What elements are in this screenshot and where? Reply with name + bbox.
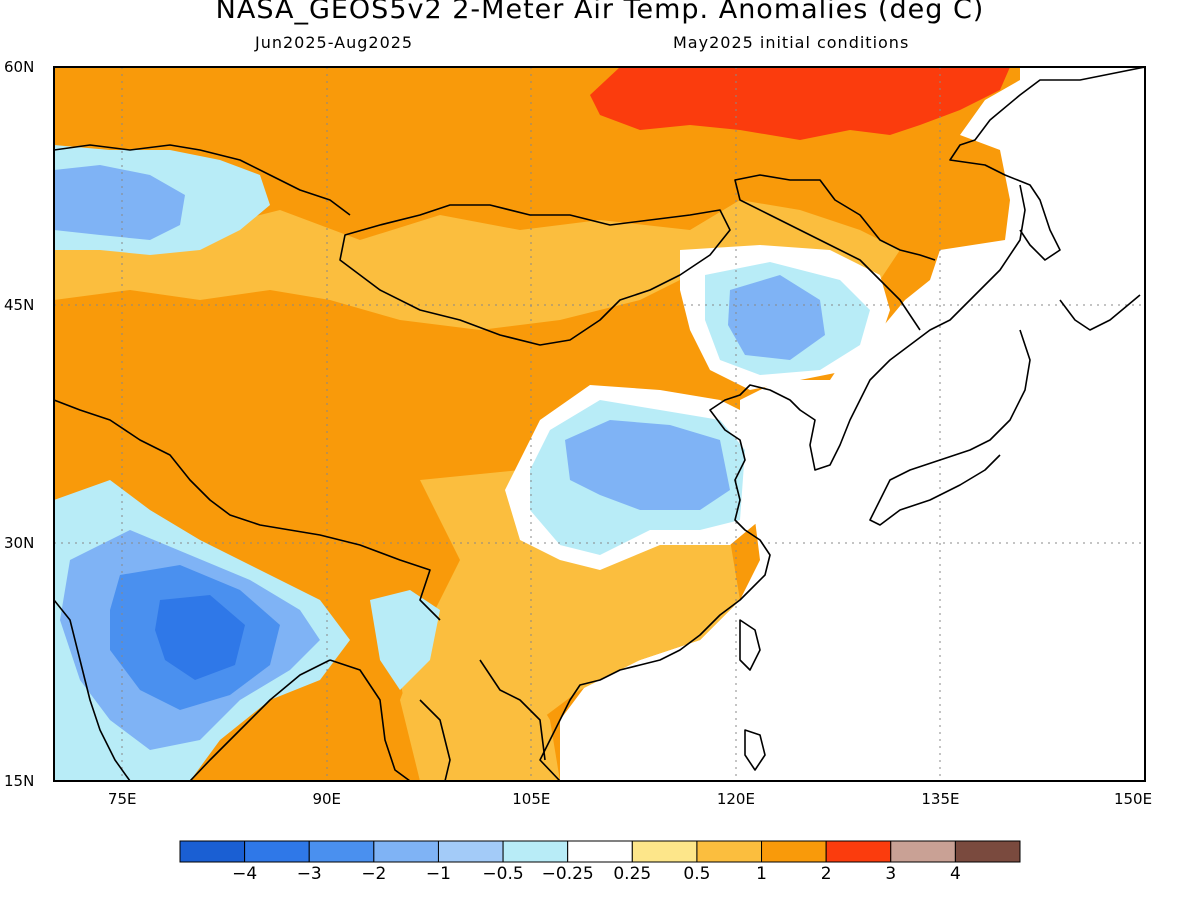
lon-label: 105E xyxy=(512,790,551,808)
colorbar-tick-label: −1 xyxy=(425,864,451,884)
map-title: NASA_GEOS5v2 2-Meter Air Temp. Anomalies… xyxy=(215,0,985,25)
colorbar-tick-label: −3 xyxy=(296,864,322,884)
colorbar-tick-label: −0.25 xyxy=(541,864,594,884)
lat-label: 45N xyxy=(4,296,35,314)
ocean-region xyxy=(560,67,1145,781)
cool-core-central-asia xyxy=(54,165,185,240)
colorbar-swatch xyxy=(567,840,633,863)
colorbar xyxy=(179,840,1021,863)
colorbar-tick-label: 0.25 xyxy=(613,864,652,884)
colorbar-tick-label: −4 xyxy=(232,864,258,884)
colorbar-swatch xyxy=(502,840,569,863)
colorbar-tick-label: 0.5 xyxy=(683,864,711,884)
lon-label: 135E xyxy=(921,790,960,808)
colorbar-tick-label: 3 xyxy=(885,864,897,884)
lat-label: 15N xyxy=(4,772,35,790)
colorbar-swatch xyxy=(696,840,763,863)
warm-light-band-north xyxy=(54,200,900,330)
graticule xyxy=(54,67,1145,781)
cool-center-northeast-china xyxy=(728,275,825,360)
colorbar-tick-label: −0.5 xyxy=(482,864,524,884)
colorbar-swatch xyxy=(825,840,892,863)
warm-region-southeast-asia xyxy=(400,660,560,781)
forecast-period: Jun2025-Aug2025 xyxy=(255,33,414,52)
initial-conditions: May2025 initial conditions xyxy=(673,33,910,52)
cool-center-india xyxy=(155,595,245,680)
colorbar-tick-label: 1 xyxy=(756,864,767,884)
map-frame xyxy=(53,66,1146,782)
colorbar-swatch xyxy=(244,840,310,863)
lon-label: 120E xyxy=(716,790,755,808)
hotspot-siberia xyxy=(590,67,1010,140)
colorbar-swatch xyxy=(308,840,375,863)
lat-label: 60N xyxy=(4,58,35,76)
colorbar-swatch xyxy=(890,840,956,863)
colorbar-tick-label: 2 xyxy=(820,864,832,884)
colorbar-swatch xyxy=(179,840,246,863)
lon-label: 90E xyxy=(312,790,342,808)
colorbar-swatch xyxy=(631,840,698,863)
lon-label: 150E xyxy=(1113,790,1153,808)
cool-region-myanmar xyxy=(370,590,440,690)
colorbar-swatch xyxy=(761,840,827,863)
colorbar-swatch xyxy=(437,840,504,863)
cool-core-east-china xyxy=(565,420,730,510)
colorbar-swatch xyxy=(373,840,439,863)
coastlines-borders xyxy=(54,67,1145,781)
lat-label: 30N xyxy=(4,534,35,552)
colorbar-tick-label: 4 xyxy=(949,864,961,884)
colorbar-swatch xyxy=(954,840,1021,863)
lon-label: 75E xyxy=(107,790,137,808)
colorbar-tick-label: −2 xyxy=(361,864,387,884)
